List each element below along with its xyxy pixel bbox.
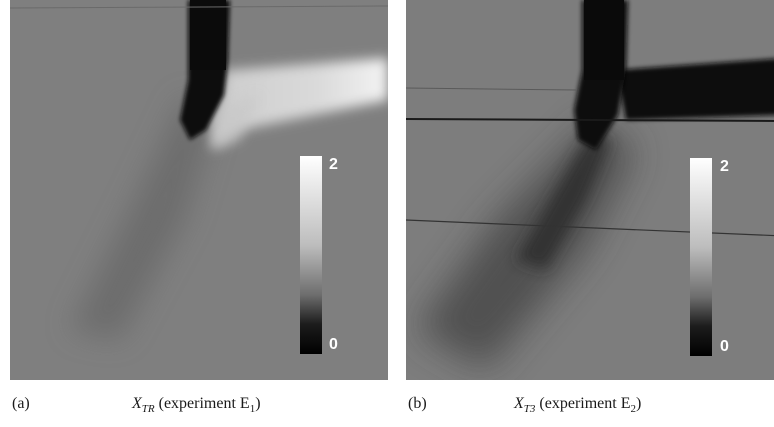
caption-experiment-prefix: (experiment E [535, 395, 631, 412]
image-panel-b: 2 0 [406, 0, 774, 380]
image-panel-a: 2 0 [10, 0, 388, 380]
colorbar-max-label: 2 [329, 156, 338, 173]
colorbar-min-label: 0 [720, 338, 729, 355]
field-image-a [10, 0, 388, 380]
caption-experiment-subscript: 2 [630, 403, 636, 415]
caption-symbol-subscript: T3 [523, 403, 536, 415]
caption-symbol-subscript: TR [141, 403, 155, 415]
caption-symbol: X [132, 395, 142, 412]
caption-experiment-suffix: ) [255, 395, 261, 412]
field-image-b [406, 0, 774, 380]
caption-b: XT3 (experiment E2) [514, 395, 642, 415]
colorbar-a [300, 156, 322, 354]
panel-letter-b: (b) [408, 395, 427, 412]
colorbar-min-label: 0 [329, 336, 338, 353]
caption-symbol: X [514, 395, 524, 412]
panel-letter-a: (a) [12, 395, 30, 412]
caption-experiment-suffix: ) [635, 395, 642, 412]
colorbar-max-label: 2 [720, 158, 729, 175]
caption-experiment-subscript: 1 [249, 403, 256, 415]
caption-a: XTR (experiment E1) [132, 395, 261, 415]
caption-experiment-prefix: (experiment E [154, 395, 250, 412]
colorbar-b [690, 158, 712, 356]
